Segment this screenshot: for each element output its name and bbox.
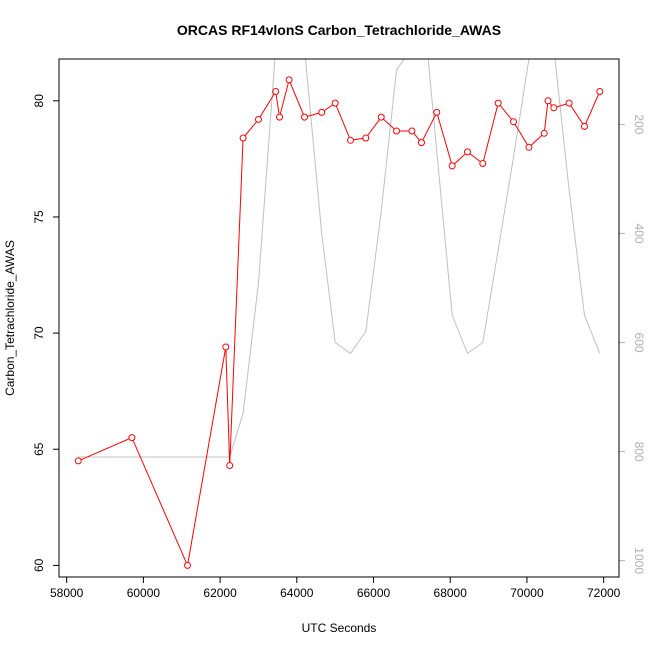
right-tick-label: 1000 bbox=[632, 547, 646, 574]
x-tick-label: 62000 bbox=[203, 586, 237, 600]
data-point bbox=[408, 127, 416, 135]
data-point bbox=[272, 88, 280, 95]
y-axis-label: Carbon_Tetrachloride_AWAS bbox=[3, 240, 17, 396]
right-tick-label: 400 bbox=[632, 223, 646, 243]
x-tick-label: 66000 bbox=[357, 586, 391, 600]
x-tick-label: 58000 bbox=[50, 586, 84, 600]
y-tick-label: 70 bbox=[32, 326, 46, 340]
data-point bbox=[301, 113, 308, 121]
pressure-line bbox=[78, 59, 601, 458]
y-tick-label: 65 bbox=[32, 442, 46, 456]
data-point bbox=[184, 561, 191, 569]
data-point bbox=[226, 462, 234, 469]
axes: 58000 60000 62000 64000 66000 68000 70000 72000… bbox=[32, 94, 646, 600]
data-point bbox=[479, 160, 487, 167]
data-point bbox=[581, 122, 588, 130]
data-point bbox=[418, 139, 425, 147]
data-point bbox=[276, 113, 283, 121]
x-tick-label: 64000 bbox=[280, 586, 314, 600]
x-tick-label: 60000 bbox=[127, 586, 161, 600]
data-point bbox=[285, 76, 293, 84]
data-point bbox=[362, 134, 370, 142]
data-point bbox=[331, 99, 339, 107]
data-point bbox=[510, 118, 517, 126]
y-tick-label: 80 bbox=[32, 94, 46, 108]
data-point bbox=[433, 108, 441, 116]
data-point bbox=[544, 97, 552, 105]
data-point bbox=[255, 115, 262, 123]
plot-frame bbox=[58, 58, 620, 578]
x-axis-label: UTC Seconds bbox=[302, 621, 377, 635]
right-tick-label: 600 bbox=[632, 333, 646, 353]
data-point bbox=[239, 134, 247, 142]
data-point bbox=[128, 434, 136, 442]
data-point bbox=[540, 129, 548, 137]
carbon-tetrachloride-line bbox=[78, 78, 601, 568]
y-tick-label: 75 bbox=[32, 210, 46, 224]
x-tick-label: 68000 bbox=[434, 586, 468, 600]
chart-title: ORCAS RF14vlonS Carbon_Tetrachloride_AWA… bbox=[177, 22, 501, 38]
right-tick-label: 200 bbox=[632, 114, 646, 134]
data-point bbox=[550, 104, 558, 112]
data-point bbox=[494, 99, 502, 107]
data-point bbox=[74, 457, 82, 465]
right-tick-label: 800 bbox=[632, 442, 646, 462]
carbon-tetrachloride-series bbox=[74, 76, 604, 569]
data-point bbox=[448, 162, 456, 170]
data-point bbox=[565, 99, 573, 107]
data-point bbox=[393, 127, 400, 135]
x-tick-label: 70000 bbox=[510, 586, 544, 600]
x-tick-label: 72000 bbox=[587, 586, 621, 600]
pressure-series bbox=[78, 59, 601, 458]
data-point bbox=[347, 136, 354, 144]
data-point bbox=[318, 108, 326, 116]
y-tick-label: 60 bbox=[32, 558, 46, 572]
data-point bbox=[596, 88, 604, 95]
data-point bbox=[464, 148, 471, 156]
data-point bbox=[222, 343, 230, 351]
data-point bbox=[525, 143, 533, 151]
data-point bbox=[377, 113, 385, 121]
